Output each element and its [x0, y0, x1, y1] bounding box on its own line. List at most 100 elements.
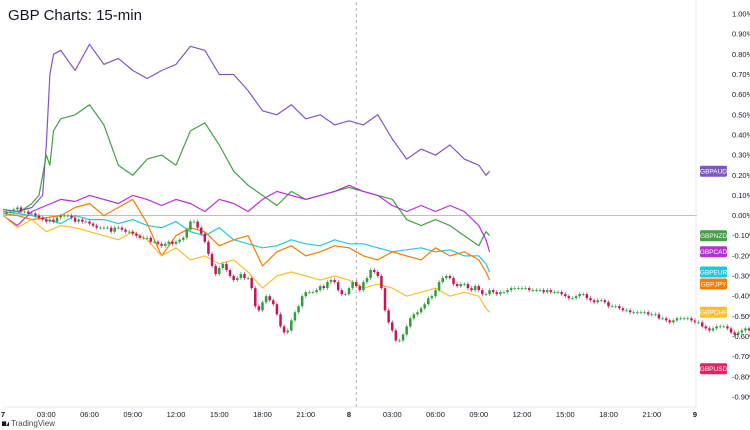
tag-layer: GBPAUD GBPNZD GBPCAD GBPEUR GBPJPY GBPCHF GBPU… [700, 165, 728, 375]
x-tick-label: 8 [347, 410, 351, 419]
series-tag-label: GBPAUD [700, 169, 727, 176]
candle-body [282, 326, 286, 333]
candle-body [268, 296, 271, 301]
candle-body [607, 302, 610, 307]
candle-body [113, 227, 116, 232]
candle-body [625, 310, 628, 312]
candle-body [308, 292, 311, 293]
candle-body [538, 290, 542, 291]
candle-body [5, 211, 8, 214]
candle-body [362, 282, 365, 291]
candle-body [628, 310, 632, 313]
candle-body [744, 328, 747, 331]
candle-body [524, 288, 527, 289]
y-tick-label: -0.20% [732, 251, 750, 260]
y-tick-label: 0.90% [732, 30, 750, 39]
y-tick-label: 0.00% [732, 211, 750, 220]
candle-body [99, 227, 102, 229]
candle-body [657, 314, 661, 319]
candle-body [300, 296, 304, 307]
x-tick-label: 15:00 [556, 410, 575, 419]
y-tick-label: -0.30% [732, 272, 750, 281]
candle-body [358, 286, 362, 291]
candle-body [693, 320, 697, 323]
candle-body [304, 292, 308, 297]
candle-body [44, 219, 48, 222]
candle-body [293, 312, 297, 321]
candle-body [499, 292, 502, 295]
x-tick-label: 15:00 [210, 410, 229, 419]
candle-body [171, 241, 174, 244]
candle-body [711, 328, 715, 331]
candle-body [163, 243, 167, 246]
candle-body [73, 217, 77, 222]
candle-body [459, 284, 462, 287]
series-line-gbpjpy [2, 198, 491, 281]
candle-body [704, 326, 708, 329]
candle-body [549, 290, 553, 293]
candle-body [430, 296, 434, 299]
candle-body [138, 235, 142, 238]
series-line-gbpaud [2, 43, 491, 213]
x-tick-label: 21:00 [642, 410, 661, 419]
candle-body [239, 274, 243, 279]
candle-body [398, 340, 401, 342]
candle-body [228, 269, 232, 277]
x-tick-label: 06:00 [426, 410, 445, 419]
series-tag-bg [700, 363, 727, 375]
axis-layer: 1.00% 0.90% 0.80% 0.70% 0.60% 0.50% 0.40% 0.30%… [1, 0, 750, 419]
candle-body [513, 288, 517, 289]
series-tag-bg [700, 165, 727, 177]
y-tick-label: 0.70% [732, 70, 750, 79]
candle-body [106, 227, 109, 229]
series-tag-gbpaud: GBPAUD [700, 165, 727, 177]
candle-body [679, 318, 682, 320]
candle-body [290, 320, 293, 331]
candle-body [66, 215, 70, 217]
candle-body [466, 284, 470, 289]
candle-body [452, 278, 455, 285]
y-tick-label: 0.40% [732, 131, 750, 140]
candle-body [574, 296, 578, 299]
candle-body [272, 300, 275, 305]
candle-body [340, 290, 344, 295]
candle-body [610, 306, 614, 308]
y-tick-label: -0.40% [732, 292, 750, 301]
x-tick-label: 18:00 [599, 410, 618, 419]
candle-body [571, 298, 574, 299]
candle-body [729, 328, 733, 333]
candle-body [632, 312, 635, 314]
candle-body [380, 276, 383, 289]
candle-body [178, 239, 181, 242]
candle-body [726, 326, 729, 329]
candle-body [434, 290, 437, 297]
y-tick-label: 0.50% [732, 110, 750, 119]
series-line-gbpchf [2, 215, 491, 313]
candle-body [207, 241, 210, 254]
candle-body [390, 322, 394, 331]
series-tag-bg [700, 278, 727, 290]
candle-body [405, 326, 408, 335]
series-tag-gbpcad: GBPCAD [700, 246, 728, 258]
candle-body [661, 318, 664, 320]
candle-body [394, 330, 398, 341]
y-tick-label: -0.70% [732, 352, 750, 361]
candle-body [315, 290, 318, 293]
candle-body [455, 284, 459, 287]
candle-body [192, 221, 196, 223]
candle-body [690, 318, 693, 321]
series-tag-label: GBPJPY [701, 281, 727, 288]
candle-body [481, 290, 484, 295]
x-tick-label: 12:00 [167, 410, 186, 419]
candle-body [246, 278, 250, 279]
series-tag-gbpnzd: GBPNZD [700, 230, 727, 242]
candle-body [502, 292, 506, 293]
candle-body [8, 211, 12, 213]
series-tag-bg [700, 266, 727, 278]
candle-body [127, 231, 131, 233]
candle-body [70, 215, 73, 218]
candle-body [196, 221, 199, 228]
candle-body [646, 312, 650, 315]
candle-body [95, 225, 98, 228]
